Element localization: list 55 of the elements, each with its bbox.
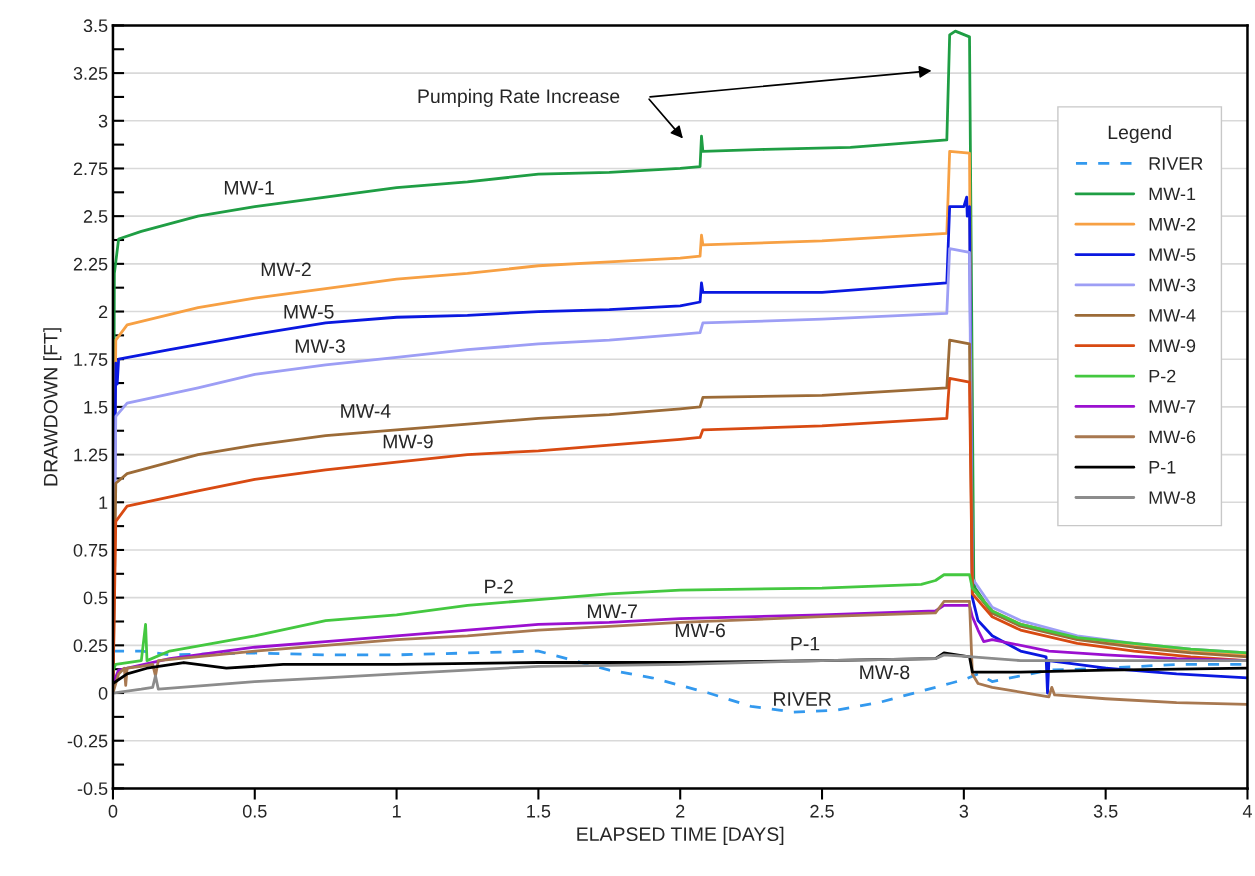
y-tick-label: 1.5	[84, 401, 108, 414]
legend-label: MW-6	[1149, 430, 1196, 444]
y-tick-label: 1.75	[74, 353, 108, 366]
legend-label: MW-5	[1149, 248, 1196, 262]
annotation: MW-2	[261, 262, 311, 277]
x-tick-label: 1	[392, 805, 401, 818]
annotation: MW-8	[860, 665, 910, 680]
legend-label: MW-8	[1149, 491, 1196, 504]
x-tick-label: 3	[959, 804, 969, 818]
legend-label: MW-7	[1149, 400, 1196, 413]
legend-title: Legend	[1108, 124, 1171, 144]
legend-label: MW-4	[1149, 309, 1196, 322]
y-tick-label: -0.5	[77, 782, 108, 796]
y-tick-label: 3.5	[83, 19, 108, 33]
legend-label: MW-2	[1149, 217, 1196, 231]
legend-label: RIVER	[1149, 157, 1203, 170]
y-tick-label: 0.25	[73, 639, 108, 653]
x-tick-label: 4	[1242, 805, 1252, 818]
line-series	[112, 600, 1248, 706]
y-tick-label: 3.25	[73, 67, 108, 80]
annotation: MW-4	[341, 404, 391, 418]
y-tick-label: 3	[98, 114, 108, 128]
annotation: MW-3	[295, 339, 345, 353]
y-tick-label: 1	[99, 496, 108, 509]
x-tick-label: 0	[108, 804, 118, 818]
legend-label: P-1	[1149, 461, 1176, 474]
y-tick-label: 2.25	[73, 257, 108, 271]
annotation: MW-7	[587, 604, 637, 618]
annotation: MW-1	[224, 181, 274, 195]
legend-label: MW-3	[1149, 278, 1196, 292]
y-tick-label: -0.25	[67, 734, 108, 748]
annotation: P-1	[791, 636, 820, 651]
legend-label: MW-1	[1149, 187, 1196, 201]
y-tick-label: 2	[98, 305, 108, 319]
annotation: Pumping Rate Increase	[418, 88, 620, 107]
annotation: MW-9	[383, 434, 433, 449]
x-tick-label: 2	[676, 804, 685, 818]
y-tick-label: 0.75	[73, 543, 108, 557]
annotation: MW-6	[675, 623, 725, 638]
y-tick-label: 1.25	[74, 448, 108, 462]
x-axis-title: ELAPSED TIME [DAYS]	[577, 826, 784, 845]
legend-label: MW-9	[1149, 339, 1196, 353]
annotation: MW-5	[284, 305, 334, 319]
x-tick-label: 0.5	[242, 804, 267, 818]
y-tick-label: 2.5	[83, 210, 108, 223]
annotation: RIVER	[774, 692, 831, 706]
y-tick-label: 0.5	[83, 591, 108, 605]
y-axis-title: DRAWDOWN [FT]	[43, 328, 62, 486]
y-tick-label: 2.75	[73, 162, 108, 176]
x-tick-label: 1.5	[527, 805, 551, 818]
x-tick-label: 3.5	[1093, 804, 1118, 818]
legend-label: P-2	[1149, 369, 1176, 383]
annotation: P-2	[485, 579, 513, 594]
y-tick-label: 0	[98, 686, 108, 700]
x-tick-label: 2.5	[810, 804, 834, 818]
